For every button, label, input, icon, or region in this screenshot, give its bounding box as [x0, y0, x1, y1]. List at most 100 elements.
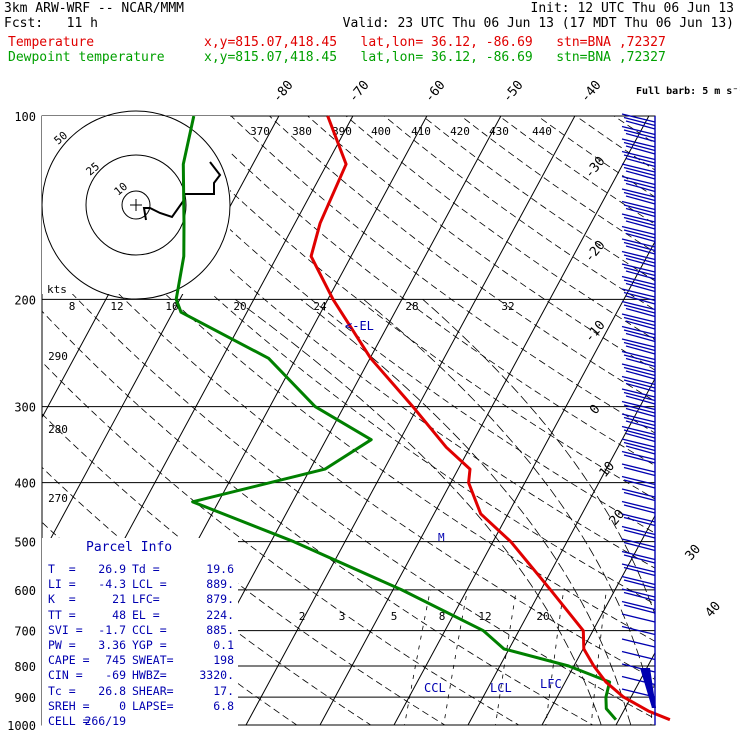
isotherm-label: 0 [587, 402, 604, 418]
wind-barb [621, 200, 656, 211]
wind-barb [621, 650, 656, 661]
wind-barb [623, 404, 656, 414]
parcel-info-key: K = [48, 592, 76, 607]
dry-adiabat [42, 310, 594, 725]
wind-barb [621, 363, 656, 373]
isotherm-label: -80 [270, 78, 297, 106]
dry-adiabat [42, 164, 655, 642]
wind-barb [623, 179, 656, 189]
wind-barb [623, 491, 656, 502]
parcel-info-title: Parcel Info [86, 540, 173, 555]
dry-adiabat [42, 361, 520, 725]
parcel-info-key: SREH = [48, 698, 90, 713]
dewpoint-trace [174, 115, 618, 721]
parcel-info-value: 48 [112, 607, 126, 622]
wind-barb [621, 625, 656, 636]
wind-barb [625, 307, 656, 318]
wind-barb [625, 207, 656, 218]
mixing-ratio-label: 2 [299, 610, 306, 623]
parcel-info-value: 266/19 [84, 713, 126, 728]
wind-barb [621, 375, 656, 386]
parcel-info-key: LI = [48, 577, 76, 592]
parcel-info-key: HWBZ= [132, 668, 167, 683]
isotherm [541, 514, 655, 725]
dry-adiabat [154, 116, 655, 500]
wind-barb [621, 213, 656, 223]
wind-barb [621, 550, 656, 561]
hodograph: 10 25 50 kts [41, 110, 231, 300]
wind-barb [621, 288, 656, 298]
wind-barb [623, 191, 656, 202]
wind-barb [625, 245, 656, 255]
parcel-info-key: EL = [132, 607, 160, 622]
isotherm-label: 40 [703, 599, 725, 621]
parcel-info-value: 885. [206, 622, 234, 637]
dry-adiabat [613, 116, 655, 145]
wind-barb [623, 579, 656, 589]
parcel-info-row: T = 26.9 Td = 19.6 [48, 562, 238, 577]
parcel-info-key: TT = [48, 607, 76, 622]
wind-barb [621, 575, 656, 586]
wind-barb [621, 338, 656, 348]
isotherm-label: -20 [582, 238, 609, 266]
wind-barb [625, 432, 656, 443]
wind-barb [623, 204, 656, 214]
pressure-tick-label: 800 [14, 660, 36, 674]
theta-label: 410 [411, 125, 431, 138]
wind-barb [625, 182, 656, 193]
isotherm [467, 377, 655, 725]
wind-barb [625, 420, 656, 430]
wind-barb [621, 313, 656, 323]
temperature-trace [309, 115, 671, 722]
parcel-info-row: TT = 48 EL = 224. [48, 608, 238, 623]
hodo-speed-label: 32 [501, 300, 514, 313]
forecast-hour: Fcst: 11 h [4, 16, 98, 31]
wind-barb [621, 538, 656, 548]
dry-adiabat [192, 116, 655, 467]
theta-label: 290 [48, 350, 68, 363]
wind-barb [621, 388, 656, 398]
hodo-speed-label: 24 [313, 300, 327, 313]
wind-barb [621, 463, 656, 473]
wind-barb [625, 157, 656, 168]
wind-barb [623, 504, 656, 514]
parcel-info-value: 0.1 [213, 637, 234, 652]
pressure-tick-label: 200 [14, 293, 36, 307]
dry-adiabat [498, 116, 655, 225]
isotherm-label: -60 [422, 78, 449, 106]
wind-barb [621, 350, 656, 361]
mixing-ratio-label: 12 [478, 610, 491, 623]
dry-adiabat [42, 413, 446, 725]
hodo-speed-label: 12 [110, 300, 123, 313]
wind-barb [621, 325, 656, 336]
sounding-level-label: CCL [424, 681, 446, 695]
parcel-info-row: SREH = 0 LAPSE= 6.8 [48, 699, 238, 714]
wind-barb [625, 257, 656, 268]
wind-barb [621, 238, 656, 248]
parcel-info-value: -69 [105, 668, 126, 683]
dry-adiabat [77, 116, 655, 569]
parcel-info-value: 26.9 [98, 562, 126, 576]
parcel-info-key: PW = [48, 637, 76, 652]
wind-barb [621, 488, 656, 498]
wind-barb [623, 216, 656, 227]
wind-barb [625, 382, 656, 393]
wind-barb [625, 232, 656, 243]
parcel-info-row: CAPE = 745 SWEAT= 198 [48, 653, 238, 668]
isotherm-label: -40 [578, 78, 605, 106]
wind-barb [625, 370, 656, 380]
theta-label: 440 [532, 125, 552, 138]
wind-barb [621, 225, 656, 236]
wind-barb [625, 170, 656, 180]
wind-barb [623, 166, 656, 177]
wind-barb [623, 529, 656, 539]
parcel-info-value: 6.8 [213, 698, 234, 713]
wind-barb [623, 141, 656, 152]
parcel-info-value: 19.6 [206, 562, 234, 576]
wind-barb [623, 291, 656, 302]
theta-label: 400 [371, 125, 391, 138]
wind-barb [623, 591, 656, 602]
parcel-info-key: LFC= [132, 592, 160, 607]
dewpoint-location: x,y=815.07,418.45 lat,lon= 36.12, -86.69… [204, 50, 666, 65]
wind-barb [621, 525, 656, 536]
